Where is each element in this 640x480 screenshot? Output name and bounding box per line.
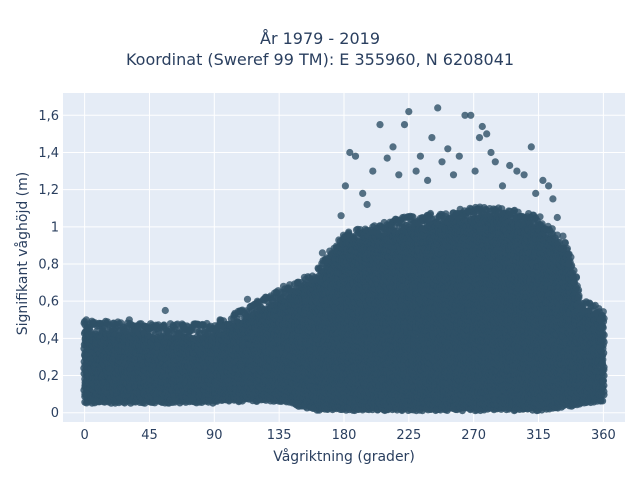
chart-title-line-2: Koordinat (Sweref 99 TM): E 355960, N 62…	[125, 50, 515, 69]
data-points	[80, 104, 608, 415]
chart-title: År 1979 - 2019 Koordinat (Sweref 99 TM):…	[0, 28, 640, 70]
chart-title-line-1: År 1979 - 2019	[260, 29, 380, 48]
